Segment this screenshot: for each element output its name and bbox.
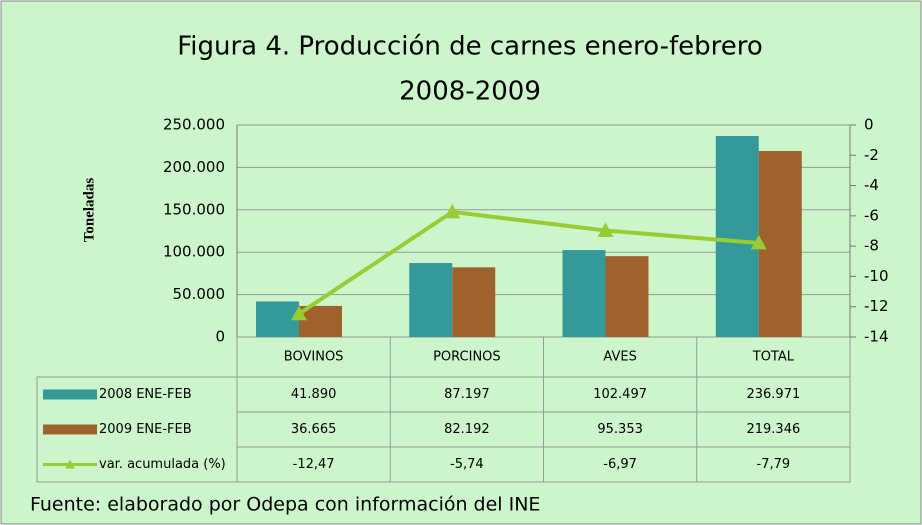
y-tick-label: 250.000	[163, 116, 225, 134]
y2-tick-label: -2	[864, 146, 879, 164]
bar	[605, 256, 649, 337]
bar	[758, 150, 802, 337]
x-tick-label: TOTAL	[752, 350, 795, 365]
legend-swatch	[43, 424, 97, 435]
bar	[562, 250, 606, 337]
table-value: -12,47	[293, 457, 335, 472]
y-tick-label: 200.000	[163, 158, 225, 176]
table-value: -7,79	[757, 457, 791, 472]
table-value: -6,97	[603, 457, 637, 472]
table-value: 36.665	[291, 422, 337, 437]
line-series	[297, 209, 759, 316]
chart-subtitle: 2008-2009	[399, 77, 541, 107]
table-value: 82.192	[444, 422, 490, 437]
bar	[409, 263, 453, 337]
y-tick-label: 100.000	[163, 243, 225, 261]
y2-tick-label: -14	[864, 328, 889, 346]
y2-tick-label: 0	[864, 116, 874, 134]
y-tick-label: 50.000	[173, 285, 226, 303]
table-value: 87.197	[444, 387, 490, 402]
legend-marker	[65, 459, 75, 469]
y2-tick-label: -10	[864, 267, 889, 285]
legend-label: var. acumulada (%)	[99, 457, 226, 472]
line-marker	[291, 305, 307, 321]
legend-label: 2008 ENE-FEB	[99, 387, 192, 402]
table-value: 102.497	[593, 387, 647, 402]
y-tick-label: 150.000	[163, 200, 225, 218]
y-axis-label: Toneladas	[81, 178, 97, 243]
line-marker	[597, 222, 614, 237]
y2-tick-label: -12	[864, 297, 889, 315]
y2-tick-label: -6	[864, 206, 879, 224]
legend-label: 2009 ENE-FEB	[99, 422, 192, 437]
table-value: 95.353	[597, 422, 643, 437]
chart-title: Figura 4. Producción de carnes enero-feb…	[177, 32, 763, 62]
x-tick-label: BOVINOS	[284, 350, 344, 365]
y2-tick-label: -8	[864, 237, 879, 255]
table-value: 41.890	[291, 387, 337, 402]
bar	[452, 267, 496, 337]
table-value: 236.971	[746, 387, 800, 402]
y-tick-label: 0	[215, 328, 225, 346]
legend-swatch	[43, 389, 97, 400]
line-marker	[750, 234, 767, 250]
table-value: 219.346	[746, 422, 800, 437]
x-tick-label: PORCINOS	[433, 350, 501, 365]
table-value: -5,74	[450, 457, 484, 472]
line-marker	[444, 203, 461, 219]
x-tick-label: AVES	[603, 350, 636, 365]
y2-tick-label: -4	[864, 176, 879, 194]
bar	[715, 136, 759, 337]
source-note: Fuente: elaborado por Odepa con informac…	[30, 494, 540, 516]
